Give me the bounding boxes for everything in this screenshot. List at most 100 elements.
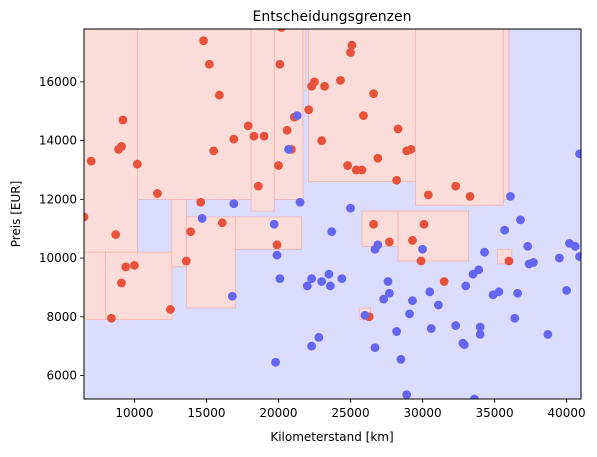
blue-point-41 — [469, 394, 479, 399]
blue-point-34 — [426, 324, 436, 333]
x-axis-ticks: 10000 15000 20000 25000 30000 35000 40000 — [115, 399, 586, 420]
x-tick-label: 20000 — [259, 406, 297, 420]
red-point-39 — [343, 161, 353, 170]
red-region-2 — [105, 251, 173, 321]
blue-point-50 — [510, 313, 520, 323]
red-region-4 — [185, 216, 236, 309]
red-point-24 — [253, 181, 263, 191]
blue-point-20 — [360, 310, 370, 320]
red-point-13 — [181, 256, 191, 266]
blue-point-52 — [516, 215, 525, 225]
red-point-50 — [392, 175, 402, 185]
red-point-47 — [369, 89, 378, 99]
red-region-13 — [397, 210, 469, 262]
blue-point-23 — [373, 240, 383, 250]
red-point-35 — [310, 77, 319, 87]
y-tick-label: 16000 — [39, 75, 77, 89]
blue-point-42 — [474, 265, 484, 275]
blue-point-13 — [314, 332, 324, 342]
red-point-5 — [117, 142, 126, 151]
red-point-40 — [346, 48, 355, 57]
blue-point-12 — [307, 341, 317, 351]
blue-point-47 — [494, 287, 504, 297]
y-axis-label: Preis [EUR] — [9, 181, 23, 248]
blue-point-8 — [292, 111, 302, 121]
red-point-56 — [419, 219, 429, 229]
blue-point-18 — [337, 274, 347, 284]
y-tick-label: 12000 — [39, 192, 77, 206]
red-point-38 — [336, 75, 345, 85]
red-point-17 — [204, 59, 214, 69]
red-point-12 — [166, 305, 175, 314]
x-tick-label: 30000 — [403, 406, 441, 420]
x-tick-label: 35000 — [475, 406, 513, 420]
red-point-3 — [111, 230, 121, 239]
blue-point-14 — [317, 277, 327, 286]
red-point-54 — [408, 236, 417, 245]
blue-point-35 — [433, 300, 443, 310]
red-region-8 — [302, 28, 307, 91]
blue-point-56 — [543, 329, 553, 339]
red-region-3 — [171, 199, 187, 268]
red-point-10 — [132, 159, 142, 169]
blue-point-33 — [425, 287, 435, 297]
blue-point-45 — [480, 247, 489, 257]
red-point-22 — [243, 121, 253, 131]
blue-point-48 — [500, 225, 510, 235]
red-point-29 — [277, 29, 286, 32]
blue-point-62 — [575, 252, 581, 261]
blue-point-5 — [272, 250, 282, 260]
x-tick-label: 15000 — [187, 406, 225, 420]
blue-point-60 — [570, 241, 580, 251]
red-point-23 — [249, 131, 259, 141]
red-point-44 — [359, 111, 368, 121]
y-axis-ticks: 6000 8000 10000 12000 14000 16000 — [39, 75, 84, 383]
red-point-48 — [373, 153, 383, 163]
red-point-57 — [423, 190, 433, 200]
red-point-59 — [451, 181, 461, 191]
red-region-11 — [502, 28, 510, 200]
red-point-19 — [215, 90, 224, 100]
red-region-7 — [250, 28, 275, 212]
blue-point-39 — [461, 281, 471, 291]
red-point-6 — [118, 115, 128, 125]
blue-point-49 — [506, 191, 515, 201]
plot-frame — [83, 28, 582, 400]
blue-point-21 — [370, 343, 380, 353]
red-point-55 — [416, 256, 426, 266]
blue-point-24 — [379, 294, 389, 304]
x-tick-label: 40000 — [548, 406, 586, 420]
red-region-10 — [415, 28, 504, 206]
red-point-11 — [153, 189, 162, 198]
red-point-36 — [317, 136, 327, 145]
blue-point-16 — [325, 281, 335, 291]
blue-point-3 — [269, 219, 279, 229]
blue-point-30 — [405, 309, 414, 319]
blue-point-61 — [575, 149, 581, 159]
blue-point-58 — [562, 285, 571, 295]
red-point-20 — [217, 218, 227, 228]
red-point-9 — [130, 260, 139, 270]
red-point-51 — [393, 124, 403, 134]
blue-point-57 — [554, 253, 564, 263]
red-region-9 — [308, 28, 416, 182]
red-point-30 — [282, 125, 292, 135]
blue-point-1 — [227, 291, 237, 301]
blue-point-9 — [295, 197, 305, 207]
red-region-6 — [137, 28, 304, 200]
blue-point-10 — [302, 281, 312, 291]
blue-point-4 — [271, 357, 280, 367]
blue-point-2 — [229, 199, 239, 209]
x-tick-label: 25000 — [331, 406, 369, 420]
red-point-15 — [196, 197, 206, 207]
red-point-28 — [275, 59, 285, 69]
y-tick-label: 10000 — [39, 251, 77, 265]
blue-point-15 — [324, 269, 334, 279]
blue-point-25 — [383, 277, 393, 286]
red-point-16 — [199, 36, 208, 46]
blue-point-32 — [418, 244, 427, 254]
blue-point-19 — [346, 203, 355, 213]
red-point-18 — [209, 146, 219, 156]
red-point-58 — [439, 277, 449, 286]
red-point-8 — [121, 262, 131, 272]
